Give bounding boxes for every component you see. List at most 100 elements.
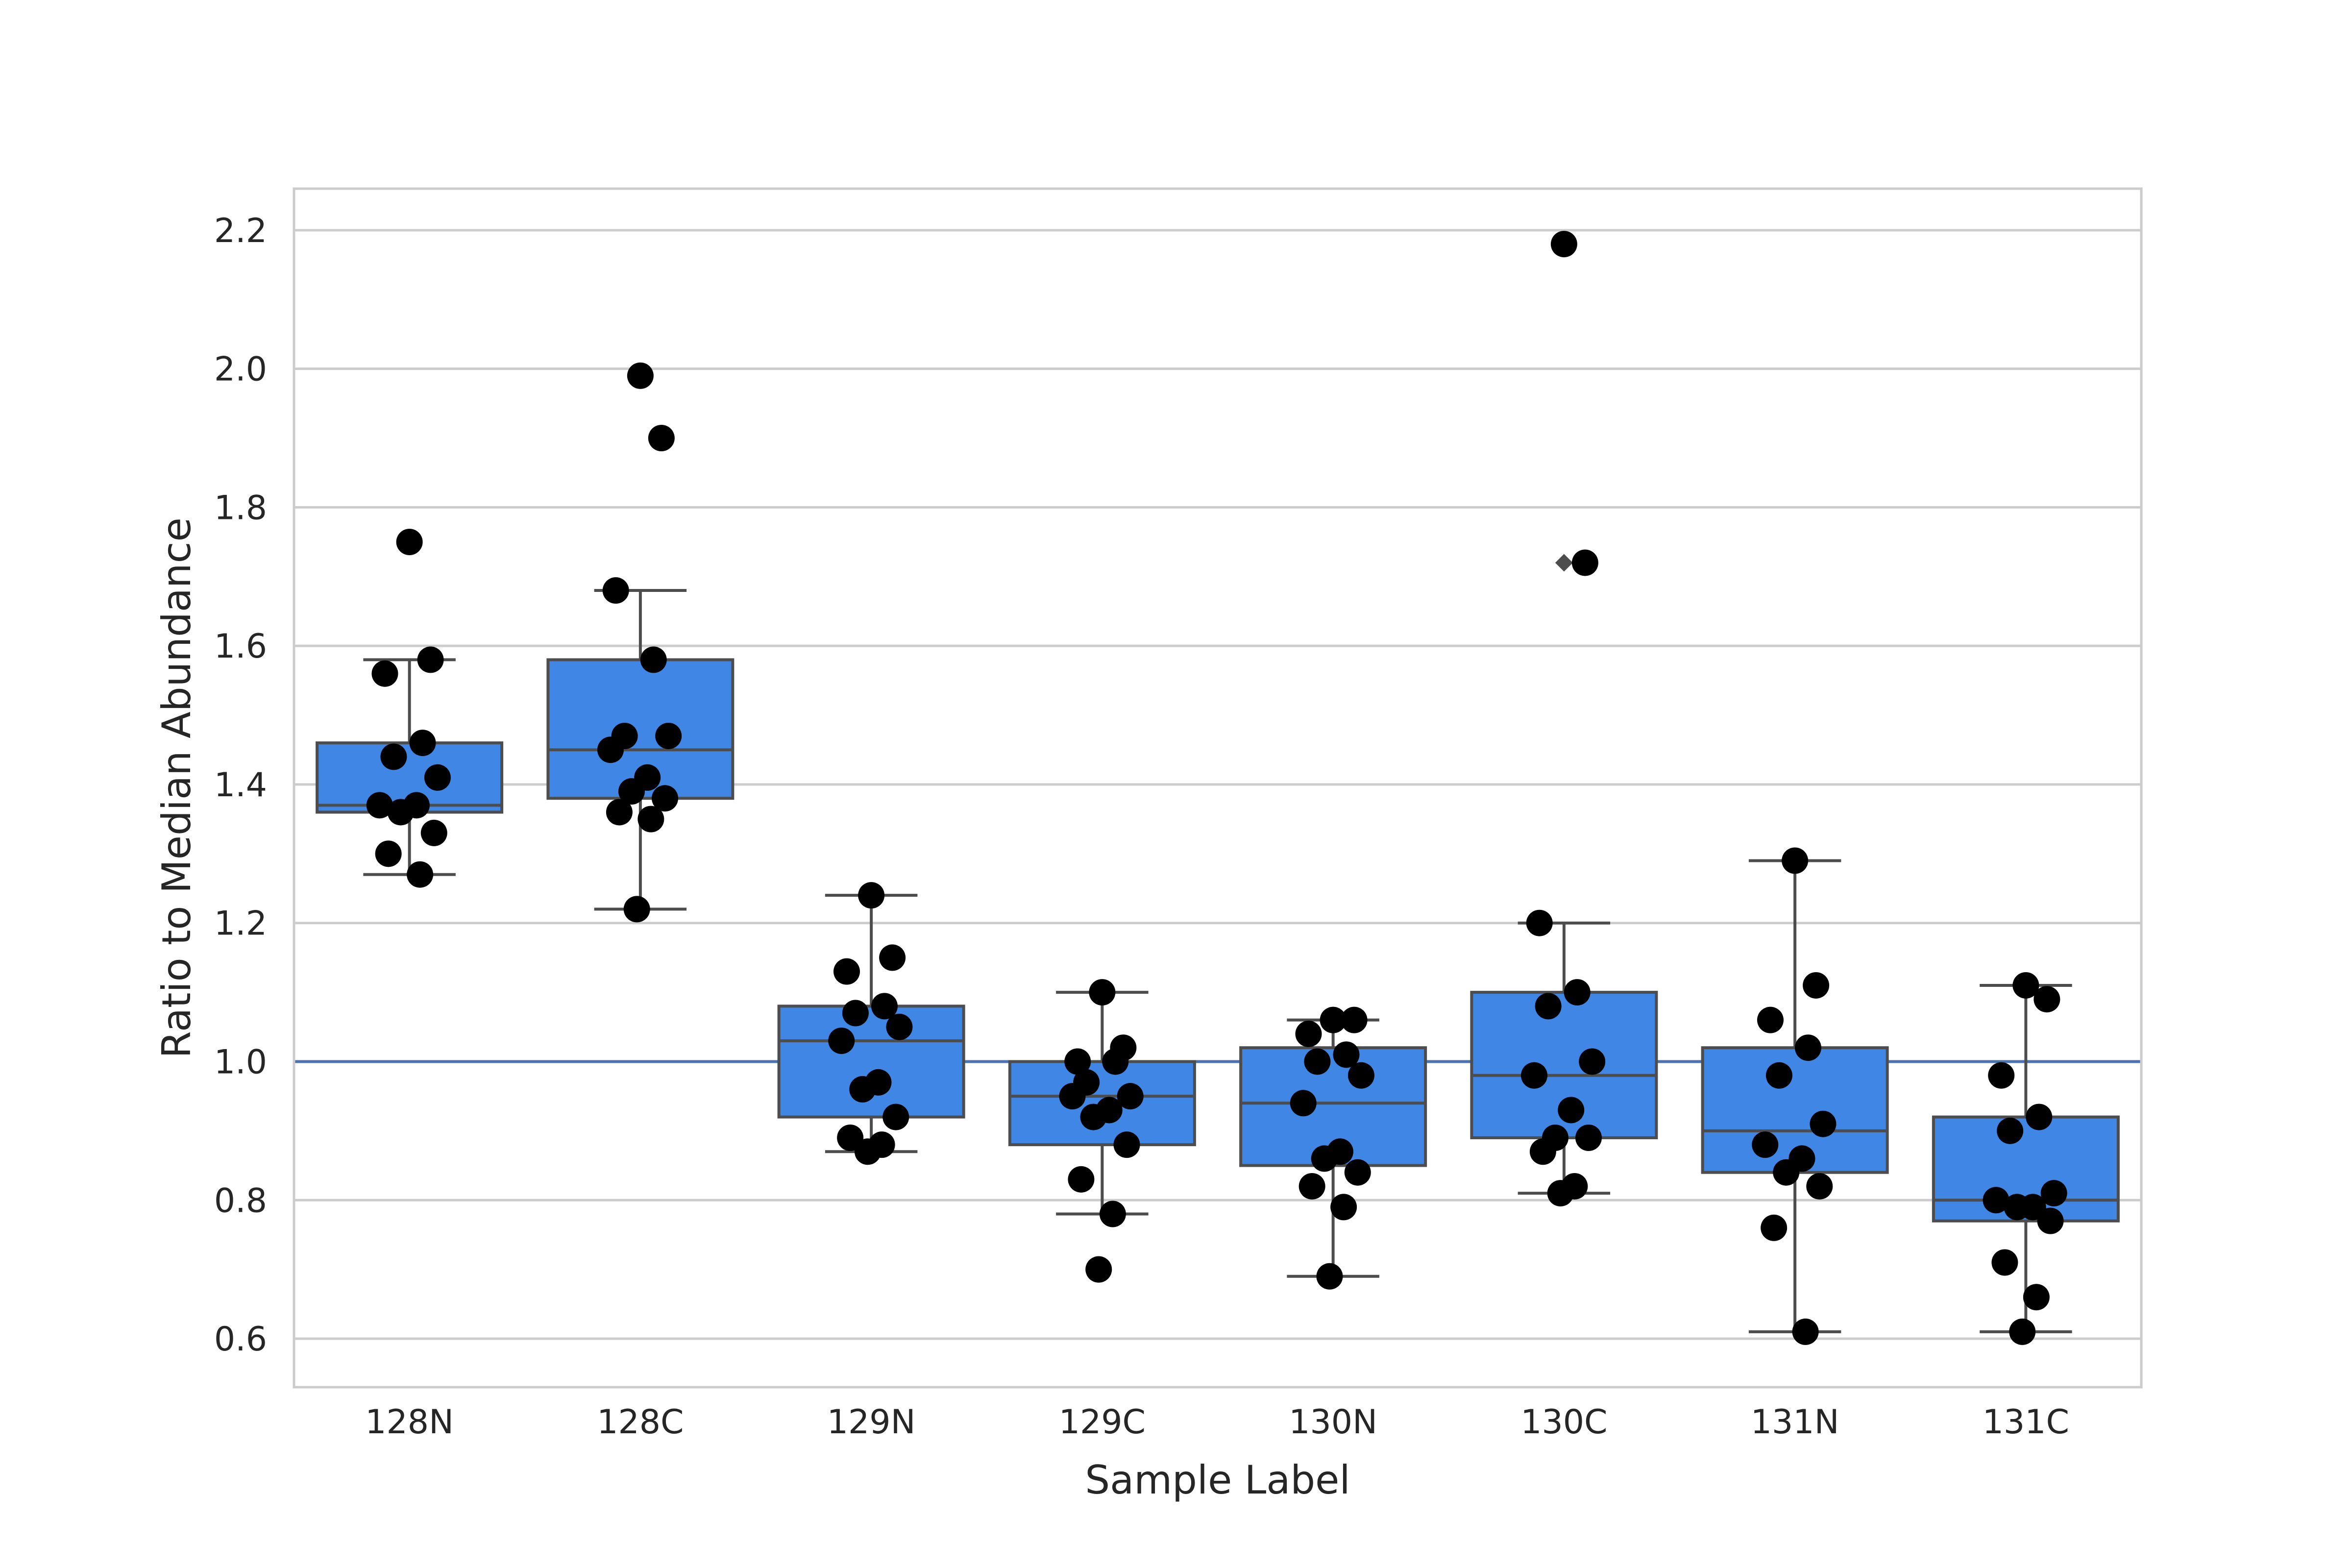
data-point-129N bbox=[842, 1000, 869, 1027]
data-point-129N bbox=[854, 1138, 881, 1165]
data-point-131N bbox=[1794, 1034, 1821, 1061]
data-points bbox=[366, 231, 2067, 1345]
data-point-131C bbox=[1983, 1187, 2009, 1214]
data-point-128C bbox=[623, 896, 650, 923]
data-point-130C bbox=[1526, 909, 1553, 936]
data-point-131N bbox=[1765, 1062, 1792, 1089]
data-point-129C bbox=[1089, 979, 1116, 1006]
data-point-131C bbox=[1991, 1249, 2018, 1276]
data-point-130C bbox=[1529, 1138, 1556, 1165]
data-point-130N bbox=[1290, 1090, 1317, 1117]
data-point-128N bbox=[417, 646, 444, 673]
data-point-131C bbox=[2040, 1180, 2067, 1207]
data-point-130N bbox=[1304, 1048, 1331, 1075]
data-point-131N bbox=[1782, 847, 1809, 874]
data-point-130N bbox=[1311, 1145, 1338, 1172]
y-tick-label: 2.0 bbox=[214, 350, 267, 389]
box-iqr bbox=[1470, 991, 1658, 1140]
data-point-128N bbox=[380, 743, 407, 770]
outlier-marker bbox=[1555, 554, 1573, 572]
data-point-131C bbox=[2004, 1194, 2031, 1221]
data-point-130C bbox=[1575, 1125, 1602, 1152]
data-point-129C bbox=[1102, 1048, 1129, 1075]
data-point-129N bbox=[858, 882, 885, 909]
y-tick-label: 2.2 bbox=[214, 212, 267, 250]
x-tick-label-131N: 131N bbox=[1751, 1403, 1839, 1442]
data-point-128C bbox=[627, 362, 654, 389]
data-point-129N bbox=[879, 944, 906, 971]
y-tick-label: 1.8 bbox=[214, 489, 267, 527]
data-point-131C bbox=[1988, 1062, 2015, 1089]
data-point-130C bbox=[1579, 1048, 1606, 1075]
x-tick-label-129C: 129C bbox=[1059, 1403, 1146, 1442]
data-point-129C bbox=[1064, 1048, 1091, 1075]
x-tick-label-130C: 130C bbox=[1520, 1403, 1607, 1442]
data-point-131C bbox=[2037, 1207, 2064, 1234]
y-tick-label: 0.8 bbox=[214, 1181, 267, 1220]
x-tick-label-128C: 128C bbox=[597, 1403, 684, 1442]
x-tick-label-130N: 130N bbox=[1289, 1403, 1377, 1442]
data-point-130C bbox=[1558, 1097, 1585, 1124]
y-tick-label: 0.6 bbox=[214, 1320, 267, 1359]
data-point-130C bbox=[1571, 549, 1598, 576]
data-point-129N bbox=[849, 1076, 876, 1103]
data-point-130N bbox=[1298, 1173, 1325, 1200]
data-point-129C bbox=[1080, 1103, 1107, 1130]
data-point-129C bbox=[1117, 1083, 1144, 1110]
data-point-130N bbox=[1316, 1263, 1343, 1290]
box-129N bbox=[777, 894, 965, 1153]
data-point-128N bbox=[407, 861, 434, 888]
data-point-128C bbox=[640, 646, 667, 673]
y-tick-label: 1.2 bbox=[214, 905, 267, 943]
x-tick-label-129N: 129N bbox=[827, 1403, 916, 1442]
data-point-128C bbox=[652, 785, 679, 812]
data-point-131C bbox=[1997, 1117, 2024, 1144]
data-point-128N bbox=[396, 529, 423, 556]
data-point-131N bbox=[1773, 1159, 1800, 1186]
data-point-130C bbox=[1547, 1180, 1574, 1207]
data-point-130N bbox=[1344, 1159, 1371, 1186]
box-iqr bbox=[777, 1004, 965, 1119]
data-point-131N bbox=[1803, 972, 1830, 999]
y-tick-label: 1.0 bbox=[214, 1043, 267, 1081]
data-point-129N bbox=[886, 1013, 913, 1040]
data-point-130N bbox=[1320, 1006, 1347, 1033]
data-point-129C bbox=[1113, 1131, 1140, 1158]
data-point-130C bbox=[1564, 979, 1591, 1006]
data-point-131C bbox=[2009, 1318, 2036, 1345]
box-130C bbox=[1470, 235, 1658, 1195]
data-point-130N bbox=[1330, 1194, 1357, 1221]
data-point-128C bbox=[618, 778, 645, 805]
data-point-131N bbox=[1752, 1131, 1779, 1158]
y-tick-labels: 0.6 0.8 1.0 1.2 1.4 1.6 1.8 2.0 2.2 bbox=[214, 212, 267, 1359]
data-point-130N bbox=[1348, 1062, 1374, 1089]
data-point-128N bbox=[409, 730, 436, 757]
data-point-130C bbox=[1520, 1062, 1547, 1089]
plot-frame bbox=[293, 187, 2143, 1389]
data-point-129C bbox=[1085, 1256, 1112, 1283]
data-point-128C bbox=[648, 424, 675, 451]
data-point-130N bbox=[1333, 1041, 1360, 1068]
data-point-131C bbox=[2026, 1103, 2053, 1130]
data-point-131N bbox=[1792, 1318, 1819, 1345]
data-point-129N bbox=[833, 958, 860, 985]
data-point-129C bbox=[1059, 1083, 1086, 1110]
y-axis-label: Ratio to Median Abundance bbox=[154, 517, 199, 1058]
data-point-130C bbox=[1550, 231, 1577, 258]
data-point-131N bbox=[1806, 1173, 1833, 1200]
data-point-130N bbox=[1295, 1020, 1322, 1047]
data-point-130C bbox=[1535, 993, 1562, 1020]
data-point-129C bbox=[1068, 1166, 1095, 1193]
data-point-129N bbox=[828, 1028, 855, 1054]
data-point-128C bbox=[597, 736, 624, 763]
data-point-129N bbox=[882, 1103, 909, 1130]
x-tick-labels: 128N 128C 129N 129C 130N 130C 131N 131C bbox=[365, 1403, 2069, 1442]
y-tick-label: 1.6 bbox=[214, 627, 267, 666]
x-tick-label-131C: 131C bbox=[1983, 1403, 2069, 1442]
data-point-131C bbox=[2023, 1284, 2050, 1311]
y-tick-label: 1.4 bbox=[214, 766, 267, 805]
data-point-131N bbox=[1761, 1214, 1788, 1241]
data-point-131C bbox=[2034, 986, 2060, 1013]
box-129C bbox=[1008, 991, 1196, 1278]
